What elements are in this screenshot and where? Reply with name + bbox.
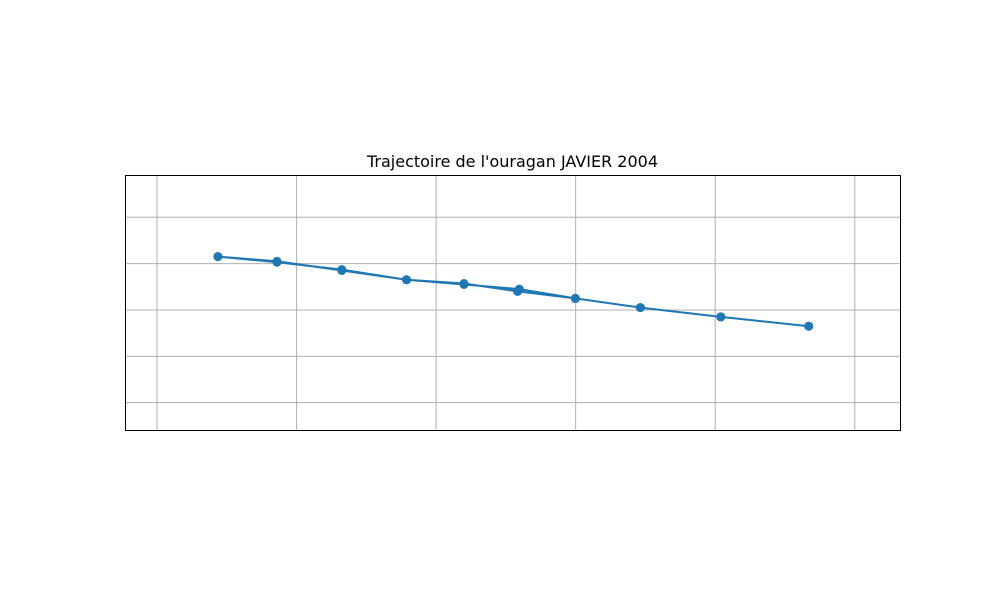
data-point — [570, 293, 580, 303]
series-layer — [213, 252, 814, 331]
data-point — [272, 257, 282, 267]
data-point — [513, 286, 523, 296]
data-point — [337, 265, 347, 275]
data-point — [402, 275, 411, 285]
data-point — [213, 252, 223, 262]
data-point — [804, 321, 814, 331]
data-point — [716, 312, 726, 322]
plot-area-frame — [125, 175, 901, 431]
grid — [125, 175, 901, 431]
data-point — [459, 279, 469, 288]
chart-title: Trajectoire de l'ouragan JAVIER 2004 — [366, 152, 658, 171]
data-point — [635, 303, 645, 313]
